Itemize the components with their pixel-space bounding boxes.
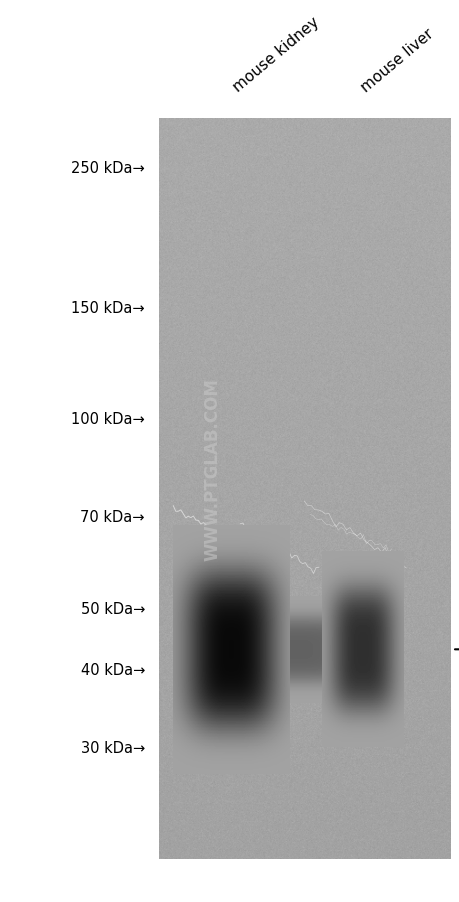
Text: 30 kDa→: 30 kDa→ bbox=[80, 741, 145, 756]
Text: 50 kDa→: 50 kDa→ bbox=[80, 601, 145, 616]
Text: 40 kDa→: 40 kDa→ bbox=[80, 662, 145, 676]
Text: WWW.PTGLAB.COM: WWW.PTGLAB.COM bbox=[203, 378, 221, 560]
Text: 70 kDa→: 70 kDa→ bbox=[80, 509, 145, 524]
Text: mouse liver: mouse liver bbox=[358, 25, 436, 95]
Text: mouse kidney: mouse kidney bbox=[230, 14, 322, 95]
Text: 150 kDa→: 150 kDa→ bbox=[71, 301, 145, 316]
Text: 250 kDa→: 250 kDa→ bbox=[71, 161, 145, 176]
Text: 100 kDa→: 100 kDa→ bbox=[71, 411, 145, 427]
